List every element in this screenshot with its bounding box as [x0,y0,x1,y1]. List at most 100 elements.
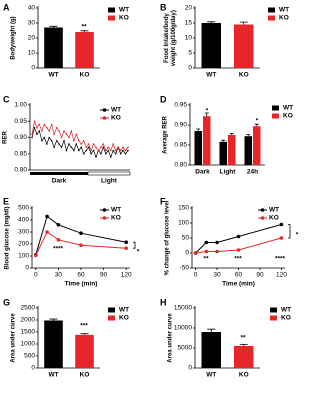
point [90,152,92,155]
legend-marker [102,108,107,112]
x-tick-label: Dark [195,169,210,176]
point [124,152,127,155]
y-tick-label: 1.00 [14,102,27,109]
bar [234,24,254,68]
significance: ** [203,256,209,263]
significance: *** [234,256,242,263]
point [114,149,117,152]
point [68,143,70,145]
y-tick-label: 2000 [21,317,36,324]
point [58,130,60,132]
point [38,130,41,132]
y-axis-label: weight (g/100g/day) [171,10,177,67]
y-tick-label: 100 [18,253,29,260]
y-tick-label: -50 [180,265,190,272]
point [43,123,46,126]
legend-label: KO [119,15,129,22]
point [80,146,83,149]
bracket [288,224,291,239]
point [124,149,127,152]
x-tick-label: WT [48,372,58,379]
point [109,156,112,158]
legend-marker [260,216,265,220]
point [63,130,65,132]
point [117,146,119,149]
point [90,149,92,152]
y-tick-label: 10000 [174,325,192,332]
line [35,215,127,255]
bar [44,27,63,68]
point [33,126,36,129]
bar [253,126,261,165]
bar [219,141,227,165]
legend-swatch [270,315,277,321]
dark-phase [30,172,88,175]
error-bar [239,344,248,346]
point [53,146,55,149]
point [68,136,70,139]
point [215,240,219,245]
point [45,230,49,234]
panel-letter: D [160,94,167,104]
bar [201,23,221,68]
point [73,149,75,152]
y-axis-label: RER [3,131,9,144]
legend-swatch [108,7,115,13]
point [92,149,95,152]
legend-swatch [108,315,115,321]
y-tick-label: 0.85 [174,142,187,149]
point [127,146,129,149]
y-tick-label: 0.95 [174,102,187,109]
legend-label: WT [281,307,291,314]
error-bar [207,328,216,332]
x-tick-label: 60 [235,272,243,279]
point [48,130,51,132]
point [124,240,129,244]
panel-letter: H [160,297,167,307]
point [75,133,78,136]
point [95,156,97,158]
x-tick-label: 90 [256,272,264,279]
point [41,139,43,142]
legend-label: WT [283,105,293,112]
point [79,243,83,247]
point [65,149,68,152]
x-tick-label: KO [239,72,249,79]
legend-label: WT [269,207,279,214]
point [85,146,87,149]
legend-label: WT [111,107,121,114]
point [107,146,110,149]
point [36,126,38,129]
point [75,143,78,145]
y-tick-label: 1000 [21,341,36,348]
light-phase [87,171,131,176]
y-tick-label: 0 [188,65,192,72]
panel-letter: C [3,94,10,104]
x-axis-label: Time (min) [65,281,98,288]
point [122,149,124,152]
y-axis-label: Area under curve [11,313,17,363]
legend-marker [102,116,107,120]
legend-label: KO [281,315,291,322]
error-bar [239,21,248,25]
point [45,143,48,145]
significance: **** [275,256,286,263]
line [31,126,129,158]
y-tick-label: 30 [28,20,36,27]
y-tick-label: 2500 [21,305,36,312]
y-tick-label: 40 [28,5,36,12]
y-axis-label: Area under curve [168,313,174,363]
y-tick-label: 100 [178,220,189,227]
bar [194,131,202,165]
legend-label: WT [279,7,289,14]
point [193,251,198,255]
point [73,139,75,142]
y-tick-label: 1500 [21,329,36,336]
bracket [133,241,136,249]
y-tick-label: 0 [185,250,189,257]
panel-letter: B [160,2,167,12]
y-axis-label: Bodyweight (g) [11,16,17,59]
point [58,143,60,145]
point [50,123,53,126]
